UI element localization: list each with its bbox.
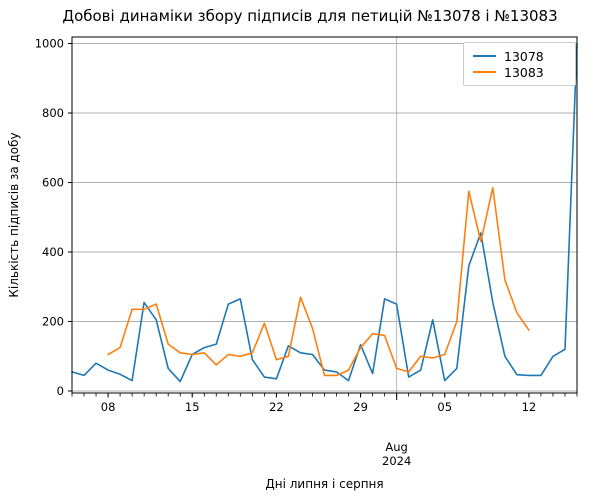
x-tick-label: 12 <box>522 400 537 414</box>
legend-line-swatch-blue <box>473 55 496 57</box>
x-tick-label: 08 <box>101 400 116 414</box>
legend-label: 13078 <box>504 48 544 64</box>
y-tick-label: 800 <box>42 106 64 120</box>
chart-title: Добові динаміки збору підписів для петиц… <box>62 7 558 25</box>
y-tick-label: 400 <box>42 245 64 259</box>
legend-entry-13083: 13083 <box>473 64 567 80</box>
y-tick-label: 200 <box>42 315 64 329</box>
x-tick-label: 29 <box>353 400 368 414</box>
legend-entry-13078: 13078 <box>473 48 567 64</box>
series-line-13083 <box>107 186 530 377</box>
x-tick-label: 15 <box>185 400 200 414</box>
series-line-13078 <box>71 42 578 383</box>
year-value: 2024 <box>382 454 412 468</box>
legend-line-swatch-orange <box>473 71 496 73</box>
x-tick-label: 22 <box>269 400 284 414</box>
month-name: Aug <box>385 440 408 454</box>
month-offset-label: Aug 2024 <box>357 440 437 468</box>
y-tick-label: 1000 <box>35 37 64 51</box>
legend: 13078 13083 <box>463 42 576 86</box>
x-axis-label: Дні липня і серпня <box>265 477 384 491</box>
legend-label: 13083 <box>504 64 544 80</box>
y-tick-label: 0 <box>57 384 64 398</box>
y-tick-label: 600 <box>42 176 64 190</box>
x-tick-label: 05 <box>437 400 452 414</box>
